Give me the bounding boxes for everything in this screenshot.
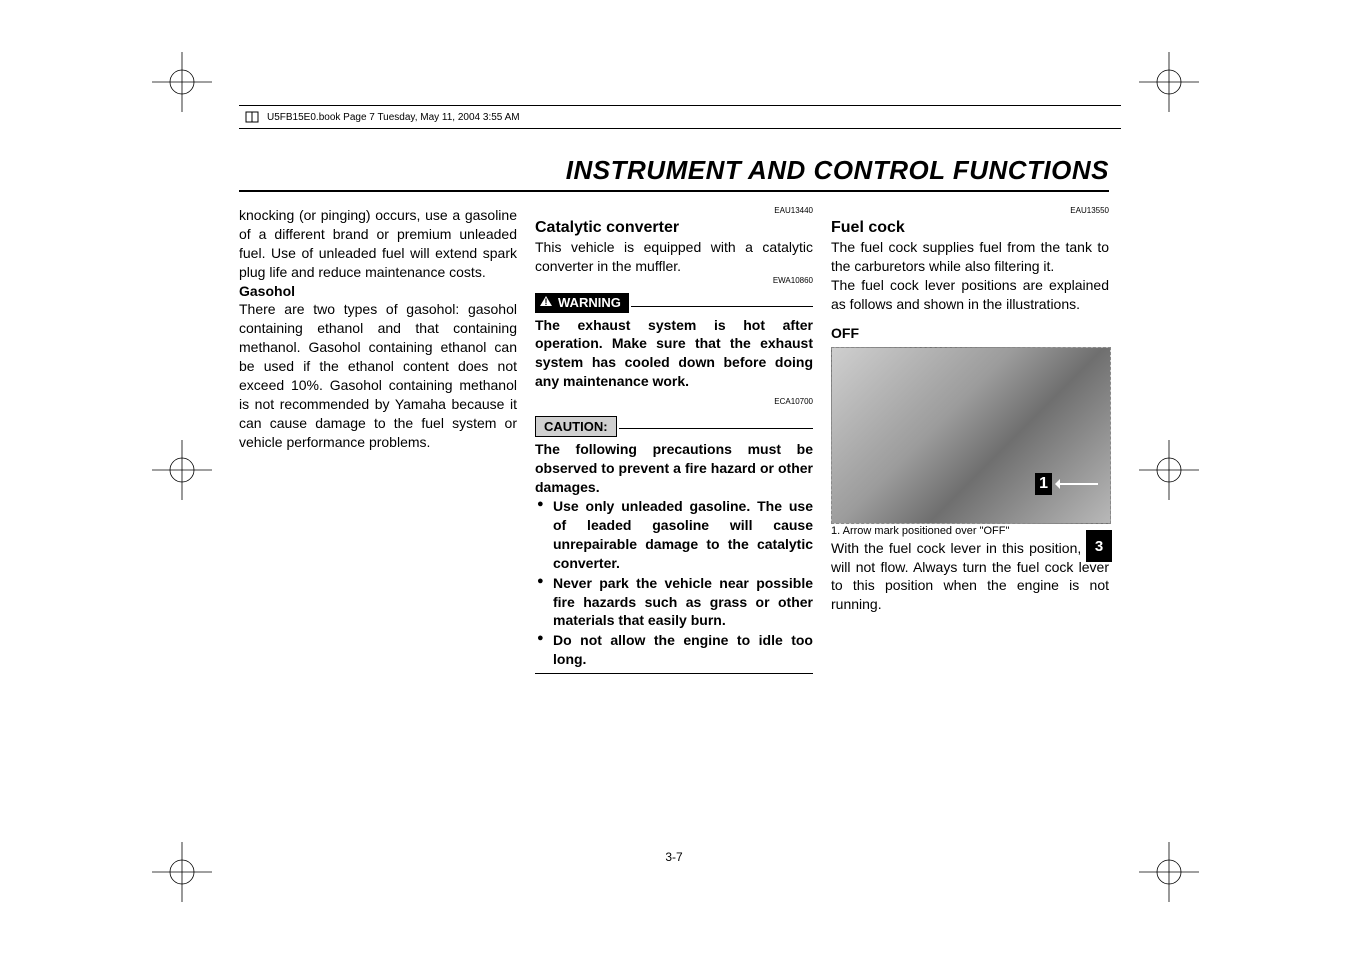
col2-bullet-2: Never park the vehicle near possible fir… (535, 574, 813, 631)
col2-caution-intro: The following precautions must be observ… (535, 440, 813, 497)
crop-mark-top-left (152, 52, 212, 112)
col1-subhead: Gasohol (239, 282, 517, 301)
column-3: EAU13550 Fuel cock The fuel cock supplie… (831, 206, 1109, 678)
crop-mark-top-right (1139, 52, 1199, 112)
caution-label: CAUTION: (535, 416, 617, 438)
text-columns: knocking (or pinging) occurs, use a gaso… (239, 206, 1109, 678)
thumb-tab: 3 (1086, 530, 1112, 562)
warning-label-text: WARNING (558, 294, 621, 312)
column-2: EAU13440 Catalytic converter This vehicl… (535, 206, 813, 678)
col2-bullet-1: Use only unleaded gasoline. The use of l… (535, 497, 813, 573)
svg-text:!: ! (545, 297, 548, 307)
col2-warning-text: The exhaust system is hot after operatio… (535, 316, 813, 392)
column-1: knocking (or pinging) occurs, use a gaso… (239, 206, 517, 678)
chapter-title-row: INSTRUMENT AND CONTROL FUNCTIONS (239, 155, 1109, 192)
col2-ref2: EWA10860 (535, 276, 813, 287)
col2-heading: Catalytic converter (535, 217, 813, 239)
col2-ref1: EAU13440 (535, 206, 813, 217)
col2-para1: This vehicle is equipped with a catalyti… (535, 238, 813, 276)
crop-mark-bottom-left (152, 842, 212, 902)
file-info-text: U5FB15E0.book Page 7 Tuesday, May 11, 20… (267, 112, 520, 123)
crop-mark-mid-right (1139, 440, 1199, 500)
col3-para2: The fuel cock lever positions are explai… (831, 276, 1109, 314)
col1-para2: There are two types of gasohol: gasohol … (239, 300, 517, 451)
book-icon (245, 110, 259, 124)
crop-mark-mid-left (152, 440, 212, 500)
col2-ref3: ECA10700 (535, 397, 813, 408)
thumb-tab-number: 3 (1095, 538, 1103, 555)
col2-end-rule (535, 673, 813, 674)
photo-marker-arrow-icon (1058, 483, 1098, 485)
col1-para1: knocking (or pinging) occurs, use a gaso… (239, 206, 517, 282)
warning-label: ! WARNING (535, 293, 629, 313)
col3-para1: The fuel cock supplies fuel from the tan… (831, 238, 1109, 276)
fuel-cock-photo: 1 (831, 347, 1111, 524)
col3-ref1: EAU13550 (831, 206, 1109, 217)
figure-caption: 1. Arrow mark positioned over "OFF" (831, 524, 1109, 539)
page-content: INSTRUMENT AND CONTROL FUNCTIONS knockin… (239, 155, 1109, 678)
warning-triangle-icon: ! (539, 294, 553, 312)
col3-heading: Fuel cock (831, 217, 1109, 239)
col2-bullet-3: Do not allow the engine to idle too long… (535, 631, 813, 669)
file-info-bar: U5FB15E0.book Page 7 Tuesday, May 11, 20… (239, 105, 1121, 129)
col2-bullet-list: Use only unleaded gasoline. The use of l… (535, 497, 813, 669)
crop-mark-bottom-right (1139, 842, 1199, 902)
chapter-title: INSTRUMENT AND CONTROL FUNCTIONS (239, 155, 1109, 186)
page-number: 3-7 (239, 850, 1109, 864)
col3-para3: With the fuel cock lever in this positio… (831, 539, 1109, 615)
col3-off-label: OFF (831, 324, 1109, 343)
photo-marker: 1 (1035, 473, 1098, 495)
